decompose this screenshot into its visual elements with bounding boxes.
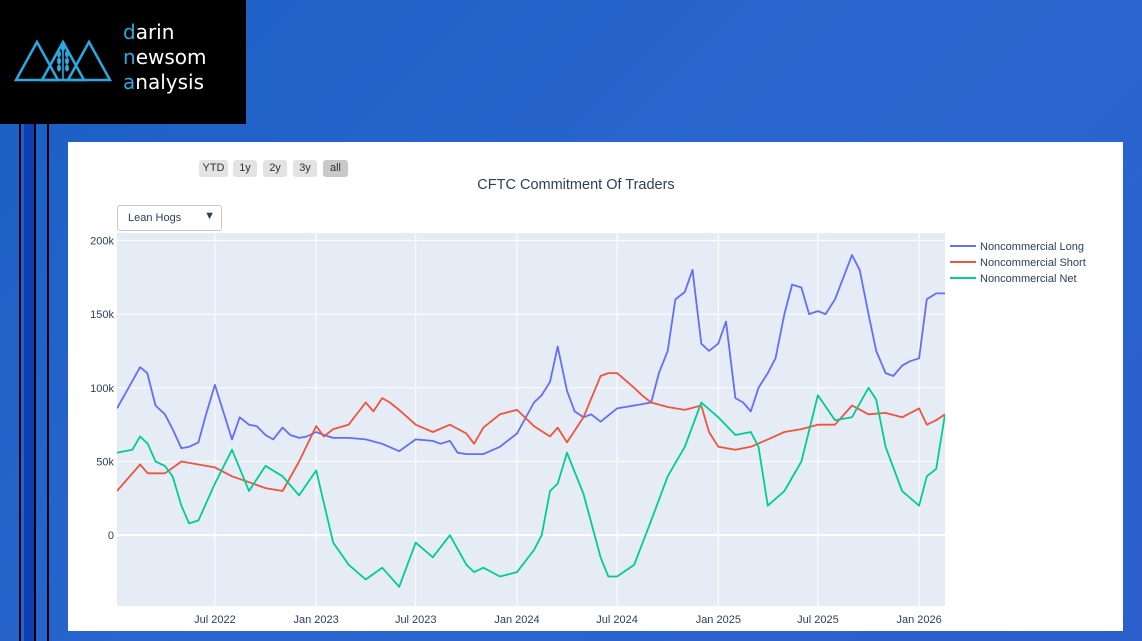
logo-text: darin newsom analysis <box>123 20 207 95</box>
range-button-3y[interactable]: 3y <box>293 160 317 177</box>
x-tick-label: Jul 2024 <box>596 614 638 626</box>
x-tick-label: Jul 2025 <box>797 614 839 626</box>
range-button-2y[interactable]: 2y <box>263 160 287 177</box>
legend-entry: Noncommercial Short <box>980 257 1086 269</box>
logo-line-newsom: newsom <box>123 45 207 69</box>
logo-line-darin: darin <box>123 20 175 44</box>
dropdown-selected-value: Lean Hogs <box>128 212 182 224</box>
range-button-ytd[interactable]: YTD <box>199 160 228 177</box>
range-button-all[interactable]: all <box>323 160 348 177</box>
x-tick-label: Jul 2022 <box>194 614 236 626</box>
chart-svg: 0 50k 100k 150k 200k Jul 2022 Jan 2023 Jul 2023… <box>90 233 1086 626</box>
x-tick-label: Jul 2023 <box>395 614 437 626</box>
x-tick-label: Jan 2024 <box>494 614 539 626</box>
logo: darin newsom analysis <box>0 0 246 124</box>
chevron-down-icon: ▼ <box>204 210 215 222</box>
logo-mark-icon <box>13 39 113 82</box>
range-button-1y[interactable]: 1y <box>233 160 257 177</box>
y-tick-label: 0 <box>108 530 114 542</box>
chart-panel: YTD 1y 2y 3y all CFTC Commitment Of Trad… <box>68 142 1123 631</box>
series-line-noncommercial-net <box>117 386 945 588</box>
series-line-noncommercial-long <box>117 254 945 456</box>
y-tick-label: 50k <box>96 457 114 469</box>
x-tick-label: Jan 2026 <box>897 614 942 626</box>
logo-line-analysis: analysis <box>123 70 204 94</box>
side-stripe <box>47 124 49 641</box>
legend-entry: Noncommercial Long <box>980 241 1084 253</box>
y-tick-label: 200k <box>90 235 114 247</box>
chart-title: CFTC Commitment Of Traders <box>477 177 675 193</box>
legend-entry: Noncommercial Net <box>980 273 1077 285</box>
y-tick-label: 100k <box>90 383 114 395</box>
side-stripe <box>24 124 34 641</box>
plot-area <box>117 233 945 606</box>
side-stripe <box>34 124 36 641</box>
commodity-dropdown[interactable]: Lean Hogs ▼ <box>117 205 222 231</box>
series-line-noncommercial-short <box>117 372 945 492</box>
y-tick-label: 150k <box>90 309 114 321</box>
x-tick-label: Jan 2025 <box>696 614 741 626</box>
x-tick-label: Jan 2023 <box>294 614 339 626</box>
side-stripe <box>19 124 21 641</box>
